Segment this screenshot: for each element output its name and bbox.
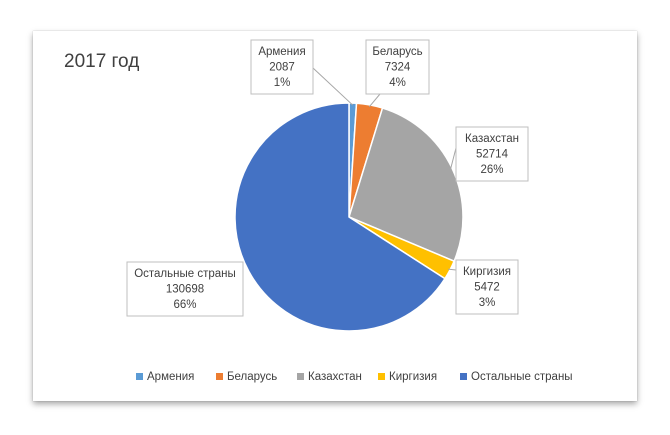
- data-label-percent: 66%: [173, 299, 196, 311]
- data-label-percent: 3%: [479, 297, 496, 309]
- legend-item-беларусь: Беларусь: [216, 371, 277, 383]
- data-label-армения: Армения 2087 1%: [250, 39, 314, 95]
- leader-line-армения: [312, 67, 354, 106]
- data-label-остальные-страны: Остальные страны 130698 66%: [126, 261, 244, 317]
- pie-slice-казахстан: [348, 107, 464, 263]
- leader-lines: [312, 67, 457, 271]
- data-label-value: 5472: [474, 282, 500, 294]
- legend-item-казахстан: Казахстан: [297, 371, 362, 383]
- data-label-percent: 26%: [480, 164, 503, 176]
- data-label-box: [455, 126, 529, 182]
- data-label-box: [365, 39, 430, 95]
- legend-item-киргизия: Киргизия: [378, 371, 437, 383]
- data-label-value: 130698: [166, 284, 204, 296]
- legend-label: Казахстан: [308, 371, 362, 383]
- pie-slices: [234, 102, 464, 332]
- leader-line-казахстан: [449, 147, 457, 170]
- data-label-percent: 4%: [389, 77, 406, 89]
- legend-item-остальные-страны: Остальные страны: [460, 371, 573, 383]
- pie-slice-остальные-страны: [234, 102, 446, 332]
- data-label-category: Армения: [258, 46, 305, 58]
- legend-label: Беларусь: [227, 371, 277, 383]
- legend-swatch: [297, 373, 304, 380]
- data-label-category: Казахстан: [465, 133, 519, 145]
- data-label-казахстан: Казахстан 52714 26%: [455, 126, 529, 182]
- data-label-percent: 1%: [274, 77, 291, 89]
- legend-swatch: [216, 373, 223, 380]
- data-label-box: [250, 39, 314, 95]
- data-label-category: Остальные страны: [134, 268, 236, 280]
- chart-title: 2017 год: [64, 51, 139, 72]
- data-label-value: 52714: [476, 149, 509, 161]
- data-label-category: Беларусь: [372, 46, 422, 58]
- data-label-беларусь: Беларусь 7324 4%: [365, 39, 430, 95]
- legend-item-армения: Армения: [136, 371, 194, 383]
- data-label-киргизия: Киргизия 5472 3%: [455, 259, 519, 315]
- legend-swatch: [378, 373, 385, 380]
- data-labels: Армения 2087 1% Беларусь 7324 4% Казахстан 5271…: [126, 39, 529, 317]
- data-label-value: 7324: [385, 62, 411, 74]
- legend-label: Киргизия: [389, 371, 437, 383]
- data-label-box: [126, 261, 244, 317]
- data-label-category: Киргизия: [463, 266, 511, 278]
- leader-line-беларусь: [368, 93, 381, 108]
- data-label-box: [455, 259, 519, 315]
- legend-swatch: [460, 373, 467, 380]
- data-label-value: 2087: [269, 62, 295, 74]
- leader-line-киргизия: [448, 268, 457, 271]
- legend-label: Остальные страны: [471, 371, 573, 383]
- legend: Армения Беларусь Казахстан Киргизия Остальны…: [136, 371, 573, 383]
- legend-swatch: [136, 373, 143, 380]
- legend-label: Армения: [147, 371, 194, 383]
